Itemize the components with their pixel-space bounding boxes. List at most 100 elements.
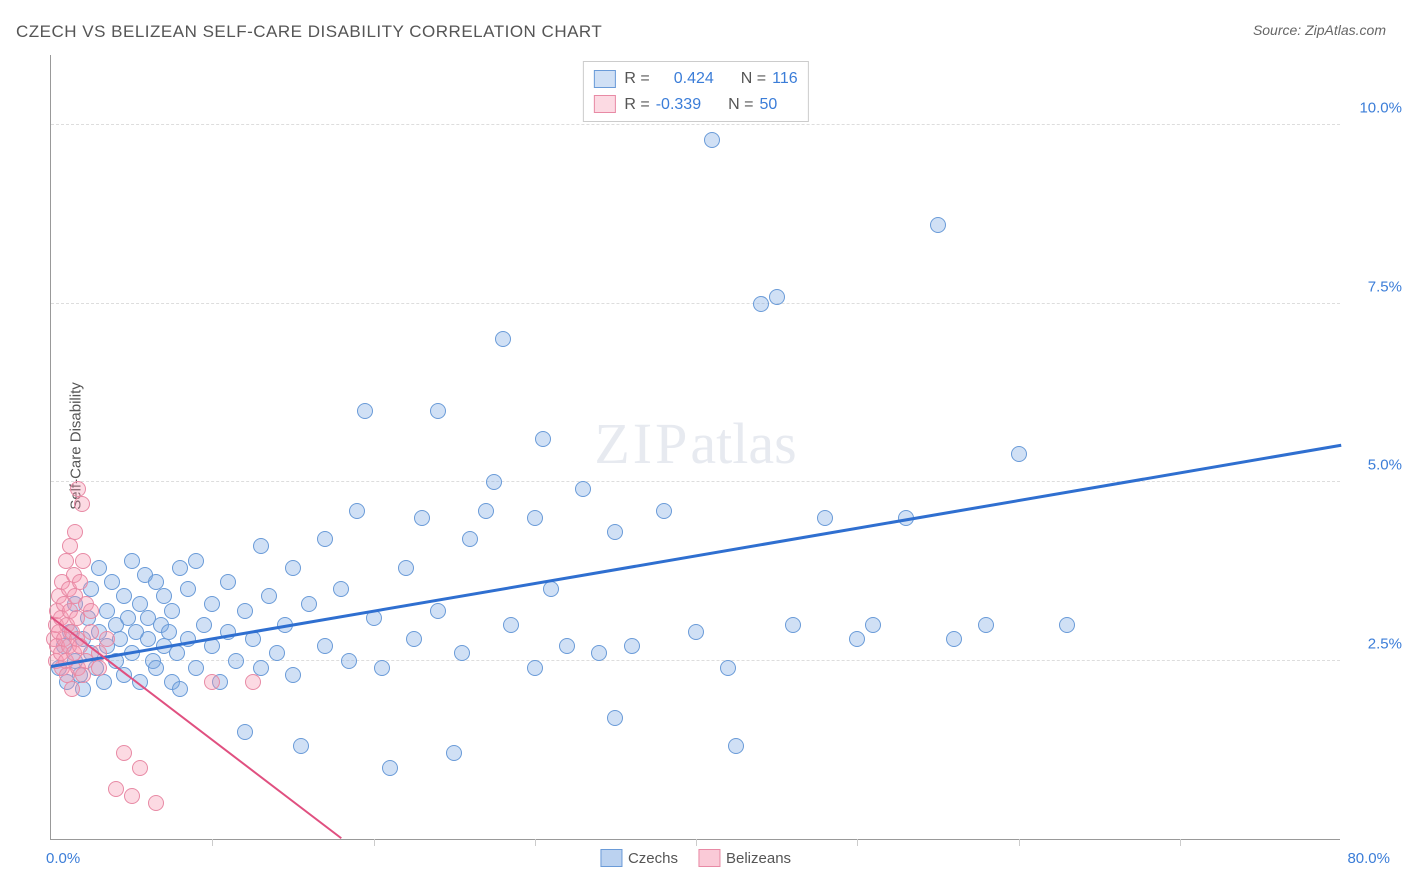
scatter-point xyxy=(75,553,91,569)
legend-swatch-icon xyxy=(600,849,622,867)
r-label: R = xyxy=(624,66,649,92)
scatter-point xyxy=(946,631,962,647)
legend-row-czechs: R = 0.424 N = 116 xyxy=(593,66,797,92)
scatter-point xyxy=(172,560,188,576)
trend-line xyxy=(50,616,341,839)
scatter-point xyxy=(446,745,462,761)
x-tick xyxy=(212,839,213,846)
legend-swatch-czechs xyxy=(593,70,615,88)
scatter-point xyxy=(253,538,269,554)
scatter-point xyxy=(196,617,212,633)
scatter-point xyxy=(91,660,107,676)
scatter-point xyxy=(575,481,591,497)
scatter-point xyxy=(495,331,511,347)
watermark-zip: ZIP xyxy=(594,411,690,476)
scatter-point xyxy=(245,674,261,690)
scatter-point xyxy=(83,624,99,640)
n-label: N = xyxy=(741,66,766,92)
scatter-point xyxy=(527,510,543,526)
scatter-point xyxy=(180,581,196,597)
x-tick xyxy=(535,839,536,846)
scatter-point xyxy=(1059,617,1075,633)
scatter-point xyxy=(607,524,623,540)
scatter-point xyxy=(374,660,390,676)
scatter-point xyxy=(817,510,833,526)
scatter-point xyxy=(148,795,164,811)
n-value-czechs: 116 xyxy=(772,66,798,92)
scatter-point xyxy=(91,560,107,576)
y-tick-label: 5.0% xyxy=(1347,457,1402,474)
scatter-point xyxy=(559,638,575,654)
scatter-point xyxy=(591,645,607,661)
gridline-h xyxy=(51,124,1340,125)
legend-swatch-belizeans xyxy=(593,95,615,113)
scatter-point xyxy=(74,496,90,512)
scatter-point xyxy=(67,524,83,540)
scatter-point xyxy=(656,503,672,519)
scatter-point xyxy=(116,745,132,761)
scatter-point xyxy=(769,289,785,305)
scatter-point xyxy=(349,503,365,519)
scatter-point xyxy=(204,596,220,612)
y-tick-label: 7.5% xyxy=(1347,278,1402,295)
watermark: ZIPatlas xyxy=(594,410,796,477)
scatter-point xyxy=(261,588,277,604)
scatter-point xyxy=(140,631,156,647)
scatter-point xyxy=(849,631,865,647)
scatter-point xyxy=(96,674,112,690)
scatter-point xyxy=(341,653,357,669)
scatter-point xyxy=(454,645,470,661)
scatter-point xyxy=(99,631,115,647)
scatter-point xyxy=(285,667,301,683)
scatter-point xyxy=(624,638,640,654)
y-tick-label: 10.0% xyxy=(1347,100,1402,117)
scatter-point xyxy=(785,617,801,633)
x-tick xyxy=(1180,839,1181,846)
scatter-point xyxy=(398,560,414,576)
r-value-czechs: 0.424 xyxy=(674,66,714,92)
scatter-point xyxy=(382,760,398,776)
scatter-point xyxy=(188,660,204,676)
scatter-point xyxy=(164,603,180,619)
legend-swatch-icon xyxy=(698,849,720,867)
correlation-legend: R = 0.424 N = 116 R = -0.339 N = 50 xyxy=(582,61,808,122)
scatter-point xyxy=(607,710,623,726)
legend-item-czechs: Czechs xyxy=(600,849,678,867)
x-tick xyxy=(1019,839,1020,846)
legend-label: Czechs xyxy=(628,850,678,867)
x-tick xyxy=(374,839,375,846)
scatter-point xyxy=(116,588,132,604)
r-label: R = xyxy=(624,92,649,118)
scatter-point xyxy=(228,653,244,669)
scatter-point xyxy=(75,667,91,683)
scatter-point xyxy=(293,738,309,754)
scatter-point xyxy=(104,574,120,590)
scatter-point xyxy=(108,781,124,797)
scatter-point xyxy=(720,660,736,676)
scatter-point xyxy=(62,538,78,554)
gridline-h xyxy=(51,481,1340,482)
x-tick xyxy=(857,839,858,846)
scatter-point xyxy=(169,645,185,661)
x-tick xyxy=(696,839,697,846)
scatter-point xyxy=(478,503,494,519)
scatter-point xyxy=(132,760,148,776)
scatter-point xyxy=(72,574,88,590)
scatter-point xyxy=(688,624,704,640)
scatter-point xyxy=(978,617,994,633)
scatter-point xyxy=(253,660,269,676)
scatter-point xyxy=(148,660,164,676)
scatter-point xyxy=(930,217,946,233)
scatter-point xyxy=(486,474,502,490)
scatter-point xyxy=(357,403,373,419)
scatter-point xyxy=(172,681,188,697)
r-value-belizeans: -0.339 xyxy=(656,92,701,118)
scatter-point xyxy=(161,624,177,640)
scatter-point xyxy=(317,531,333,547)
scatter-point xyxy=(414,510,430,526)
scatter-point xyxy=(237,603,253,619)
x-min-label: 0.0% xyxy=(46,850,80,867)
scatter-point xyxy=(124,553,140,569)
scatter-point xyxy=(301,596,317,612)
scatter-point xyxy=(285,560,301,576)
